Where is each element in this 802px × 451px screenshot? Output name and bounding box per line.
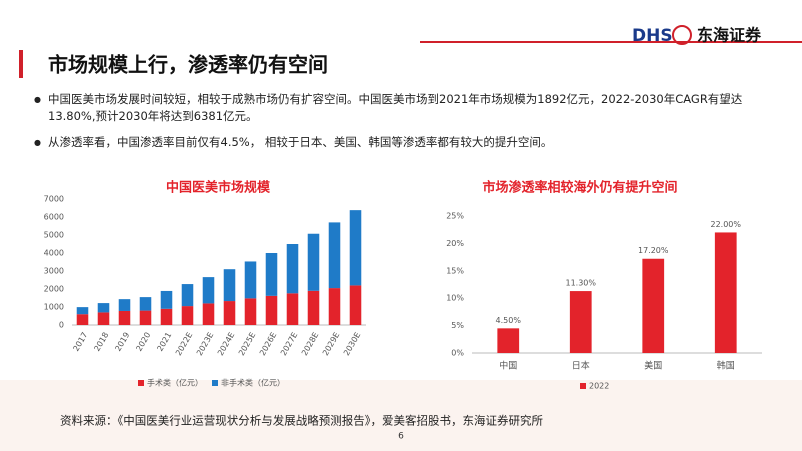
x-tick-label: 美国: [644, 360, 662, 372]
x-tick-label: 韩国: [717, 360, 735, 372]
y-tick-label: 2000: [44, 285, 64, 294]
bar: [265, 253, 278, 296]
bar: [307, 233, 320, 291]
chart-title: 中国医美市场规模: [166, 180, 271, 196]
bar: [160, 290, 173, 309]
data-label: 11.30%: [565, 279, 596, 288]
x-tick-label: 2022E: [174, 331, 195, 358]
bar: [244, 298, 257, 325]
x-tick-label: 2017: [71, 331, 89, 353]
legend-label: 2022: [589, 382, 609, 391]
bar: [139, 297, 152, 311]
legend-swatch: [138, 380, 144, 386]
page-number: 6: [398, 432, 404, 442]
x-tick-label: 2026E: [258, 331, 279, 358]
bar: [328, 222, 341, 289]
x-tick-label: 日本: [572, 360, 590, 372]
x-tick-label: 中国: [499, 360, 517, 372]
y-tick-label: 10%: [446, 294, 464, 303]
legend-swatch: [580, 383, 586, 389]
logo: DHS: [632, 26, 673, 46]
y-tick-label: 7000: [44, 195, 64, 204]
y-tick-label: 0%: [451, 349, 464, 358]
bar: [160, 308, 173, 325]
background-band: [0, 380, 802, 451]
bar: [286, 293, 299, 325]
y-tick-label: 1000: [44, 303, 64, 312]
x-tick-label: 2020: [134, 331, 152, 353]
bar: [118, 310, 131, 325]
y-tick-label: 0: [59, 321, 64, 330]
data-label: 22.00%: [710, 220, 741, 229]
y-tick-label: 15%: [446, 266, 464, 275]
x-tick-label: 2025E: [237, 331, 258, 358]
bar: [181, 306, 194, 325]
bar: [244, 261, 257, 299]
bar: [202, 277, 215, 304]
bar: [642, 258, 665, 353]
bar: [76, 314, 89, 325]
bar: [181, 284, 194, 307]
slide-title: 市场规模上行，渗透率仍有空间: [48, 53, 328, 77]
bar: [223, 269, 236, 302]
bar: [265, 295, 278, 325]
bar: [328, 288, 341, 325]
bullet: 从渗透率看，中国渗透率目前仅有4.5%， 相较于日本、美国、韩国等渗透率都有较大…: [34, 134, 768, 151]
y-tick-label: 20%: [446, 239, 464, 248]
title-bar: [19, 50, 23, 78]
bar: [139, 310, 152, 325]
bar: [349, 210, 362, 286]
y-tick-label: 25%: [446, 212, 464, 221]
x-tick-label: 2030E: [342, 331, 363, 358]
legend-label: 手术类（亿元）: [147, 378, 203, 388]
chart-title: 市场渗透率相较海外仍有提升空间: [482, 180, 677, 196]
bar: [202, 303, 215, 325]
x-tick-label: 2029E: [321, 331, 342, 358]
data-label: 4.50%: [496, 316, 522, 325]
bar: [307, 290, 320, 325]
y-tick-label: 5%: [451, 321, 464, 330]
company: 东海证券: [697, 26, 762, 45]
y-tick-label: 3000: [44, 267, 64, 276]
bar: [118, 299, 131, 311]
legend-swatch: [212, 380, 218, 386]
x-tick-label: 2023E: [195, 331, 216, 358]
bar: [714, 232, 737, 353]
bar: [97, 312, 110, 325]
x-tick-label: 2028E: [300, 331, 321, 358]
y-tick-label: 6000: [44, 213, 64, 222]
bar: [286, 244, 299, 294]
x-tick-label: 2019: [113, 331, 131, 353]
bar: [569, 291, 592, 353]
bar: [223, 301, 236, 325]
x-tick-label: 2018: [92, 331, 110, 353]
source: 资料来源：《中国医美行业运营现状分析与发展战略预测报告》，爱美客招股书，东海证券…: [60, 414, 543, 428]
bar: [349, 285, 362, 325]
x-tick-label: 2027E: [279, 331, 300, 358]
bar: [497, 328, 520, 353]
y-tick-label: 5000: [44, 231, 64, 240]
x-tick-label: 2024E: [216, 331, 237, 358]
data-label: 17.20%: [638, 246, 669, 255]
bar: [76, 307, 89, 315]
legend-label: 非手术类（亿元）: [221, 378, 285, 388]
x-tick-label: 2021: [155, 331, 173, 353]
logo-icon: [672, 25, 692, 45]
bullet: 中国医美市场发展时间较短，相较于成熟市场仍有扩容空间。中国医美市场到2021年市…: [34, 91, 768, 125]
bar: [97, 303, 110, 313]
y-tick-label: 4000: [44, 249, 64, 258]
